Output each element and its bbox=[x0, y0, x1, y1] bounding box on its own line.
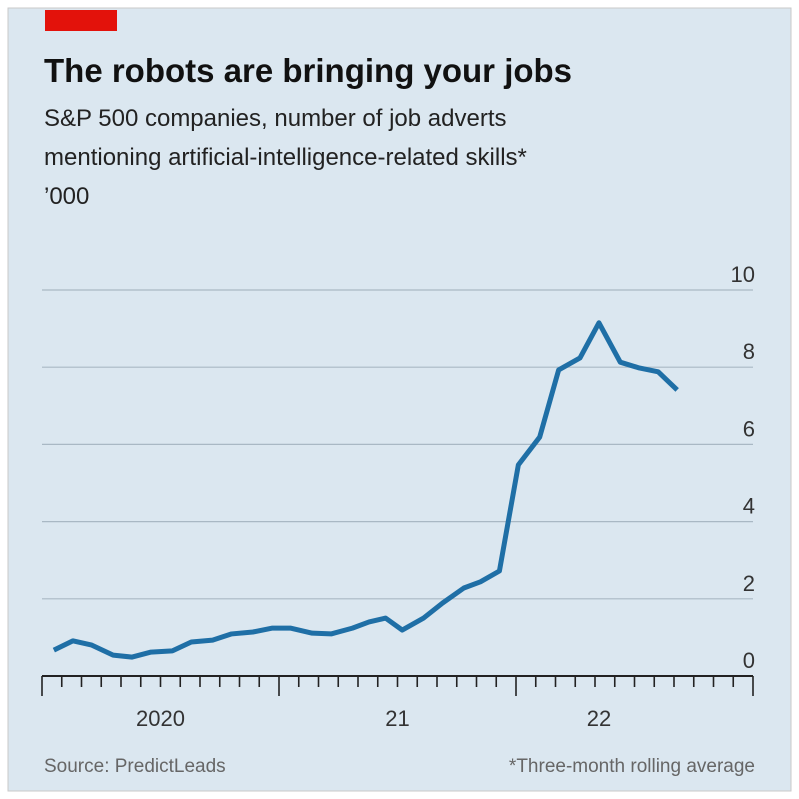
y-tick-label: 8 bbox=[743, 339, 755, 364]
chart-title: The robots are bringing your jobs bbox=[44, 52, 572, 89]
source: Source: PredictLeads bbox=[44, 756, 226, 777]
brand-bar bbox=[45, 10, 117, 31]
chart-subtitle: mentioning artificial-intelligence-relat… bbox=[44, 144, 527, 171]
y-tick-label: 0 bbox=[743, 648, 755, 673]
data-line bbox=[52, 320, 679, 660]
y-unit: ’000 bbox=[44, 183, 89, 210]
y-tick-label: 4 bbox=[743, 494, 755, 519]
x-tick-label: 22 bbox=[587, 706, 611, 731]
x-tick-label: 21 bbox=[385, 706, 409, 731]
chart-subtitle: S&P 500 companies, number of job adverts bbox=[44, 105, 507, 132]
y-tick-label: 6 bbox=[743, 416, 755, 441]
y-tick-label: 2 bbox=[743, 571, 755, 596]
footnote: *Three-month rolling average bbox=[509, 756, 755, 777]
y-tick-label: 10 bbox=[731, 262, 755, 287]
x-tick-label: 2020 bbox=[136, 706, 185, 731]
chart-background bbox=[7, 7, 792, 792]
